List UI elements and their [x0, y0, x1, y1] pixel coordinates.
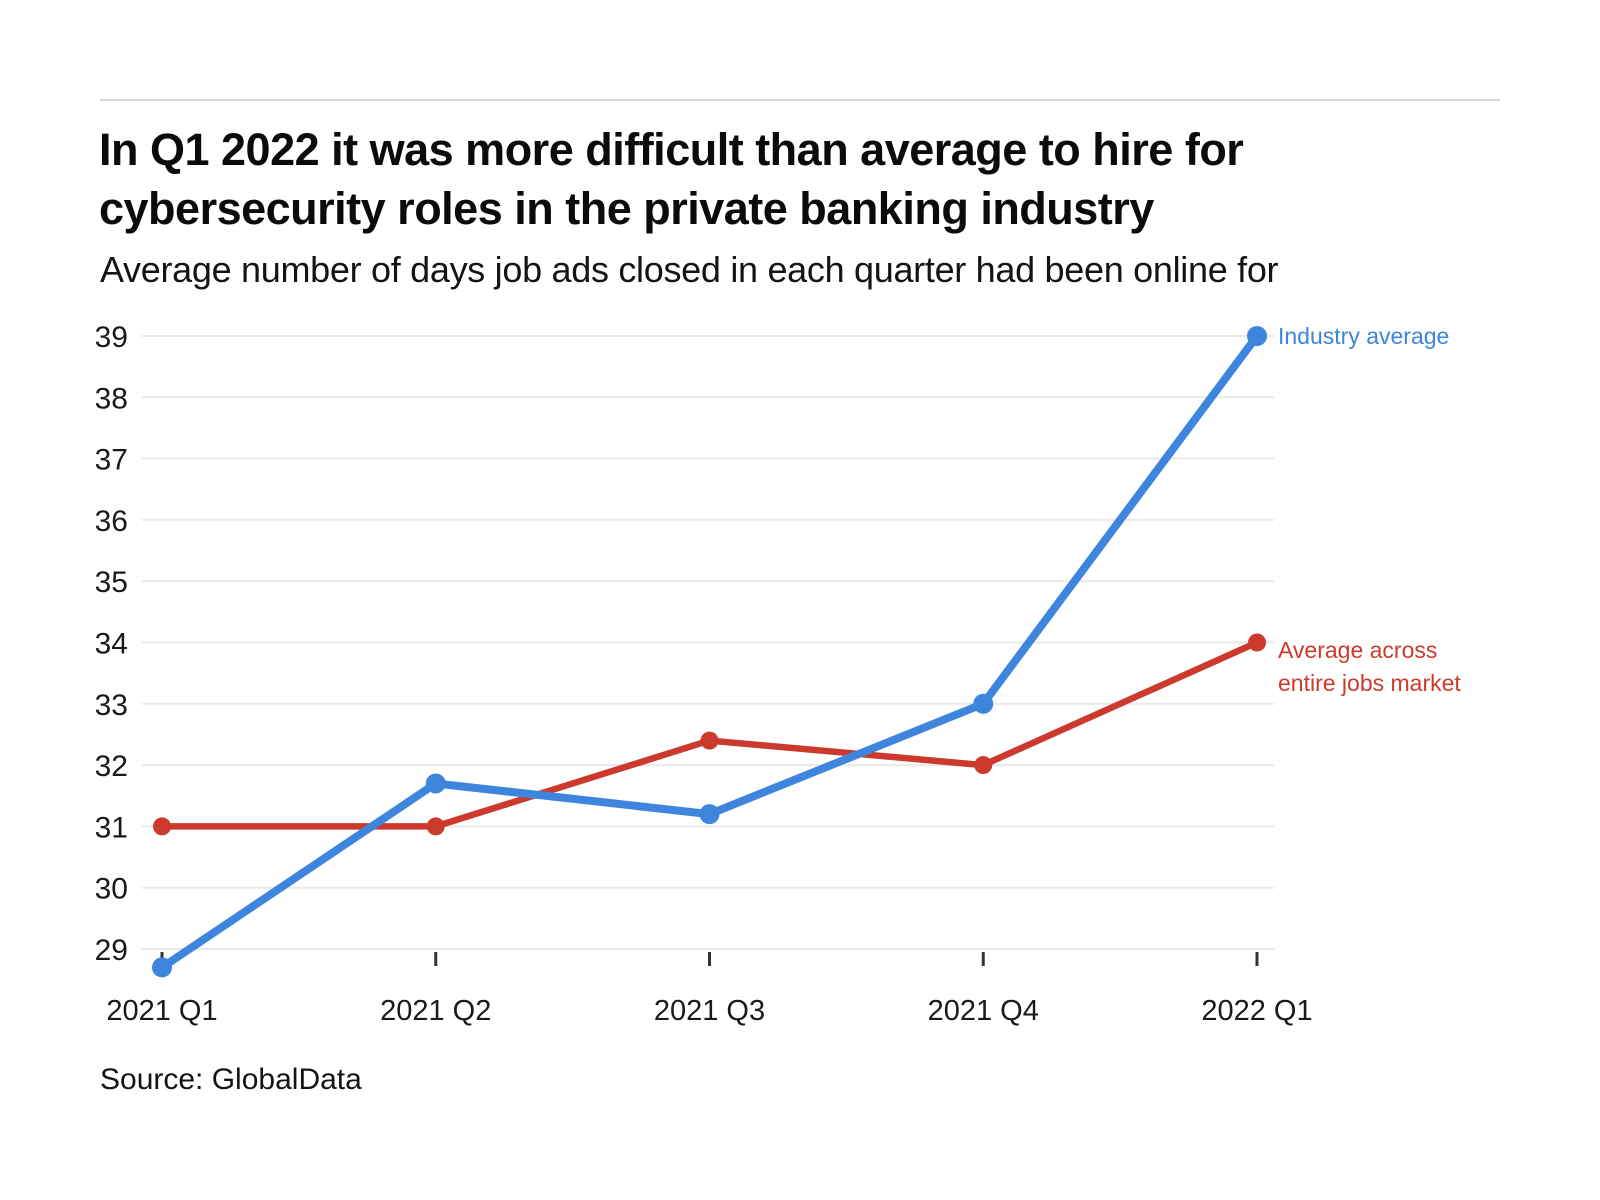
data-point-industry-average-2021-Q1 [152, 957, 172, 978]
data-point-industry-average-2022-Q1 [1247, 326, 1267, 346]
y-tick-label-30: 30 [95, 873, 128, 906]
series-label-jobs-market-line-2: entire jobs market [1278, 670, 1461, 696]
series-label-jobs-market-line-1: Average across [1278, 637, 1438, 663]
y-tick-label-36: 36 [95, 505, 128, 538]
y-tick-label-38: 38 [95, 382, 128, 415]
x-tick-label-5: 2022 Q1 [1201, 995, 1312, 1027]
y-tick-label-39: 39 [95, 321, 128, 354]
y-tick-label-29: 29 [95, 934, 128, 967]
chart-subtitle: Average number of days job ads closed in… [100, 249, 1279, 290]
data-point-average-across-entire-jobs-market-2021-Q3 [700, 731, 719, 750]
y-tick-label-32: 32 [95, 750, 128, 783]
data-point-average-across-entire-jobs-market-2021-Q2 [426, 817, 445, 836]
x-tick-label-1: 2021 Q1 [106, 995, 217, 1027]
y-tick-label-31: 31 [95, 811, 128, 844]
y-tick-label-34: 34 [95, 628, 128, 661]
data-point-average-across-entire-jobs-market-2022-Q1 [1248, 633, 1266, 652]
y-tick-label-37: 37 [95, 444, 128, 477]
data-point-industry-average-2021-Q4 [973, 693, 994, 714]
series-label-industry-average-text: Industry average [1278, 323, 1450, 349]
series-label-industry-average: Industry average [1278, 320, 1449, 353]
x-tick-label-3: 2021 Q3 [654, 995, 765, 1027]
chart-title: In Q1 2022 it was more difficult than av… [99, 120, 1539, 238]
series-label-jobs-market: Average across entire jobs market [1278, 634, 1461, 700]
data-point-industry-average-2021-Q2 [425, 773, 446, 794]
x-tick-label-2: 2021 Q2 [380, 995, 491, 1027]
data-point-average-across-entire-jobs-market-2021-Q1 [153, 817, 171, 836]
chart-title-line-1: In Q1 2022 it was more difficult than av… [99, 124, 1244, 175]
source-note: Source: GlobalData [100, 1063, 362, 1096]
chart-title-line-2: cybersecurity roles in the private banki… [99, 183, 1154, 234]
data-point-average-across-entire-jobs-market-2021-Q4 [974, 756, 993, 775]
y-tick-label-35: 35 [95, 566, 128, 599]
series-line-industry-average [158, 332, 1261, 972]
y-tick-label-33: 33 [95, 689, 128, 722]
data-point-industry-average-2021-Q3 [699, 804, 720, 825]
x-tick-label-4: 2021 Q4 [928, 995, 1039, 1027]
top-divider [100, 99, 1500, 101]
